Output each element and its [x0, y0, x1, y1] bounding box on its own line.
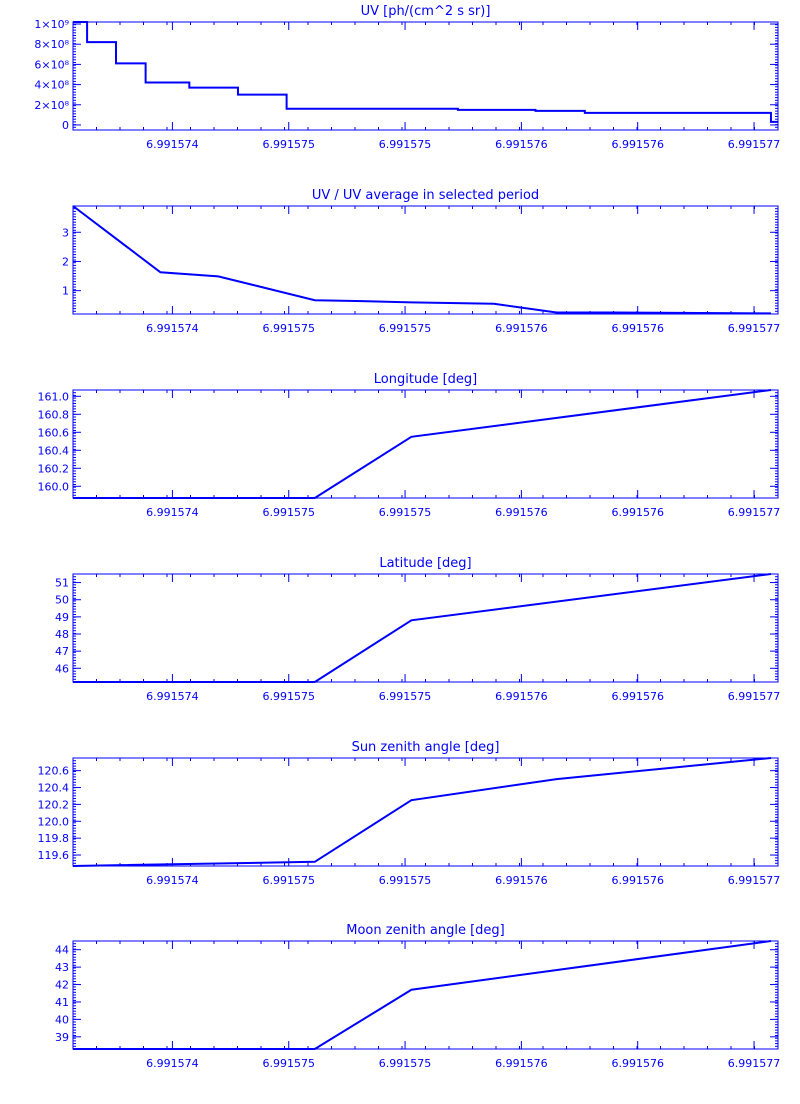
x-tick-label: 6.991576 [495, 690, 548, 703]
x-tick-label: 6.991575 [262, 322, 315, 335]
chart-title: UV / UV average in selected period [312, 188, 539, 203]
y-tick-label: 119.6 [38, 849, 70, 862]
chart-title: Moon zenith angle [deg] [346, 923, 504, 938]
y-tick-label: 2 [62, 255, 69, 268]
x-tick-label: 6.991576 [495, 874, 548, 887]
x-tick-label: 6.991575 [379, 322, 432, 335]
y-tick-label: 160.0 [38, 480, 70, 493]
x-tick-label: 6.991576 [611, 322, 664, 335]
x-tick-label: 6.991575 [379, 138, 432, 151]
x-tick-label: 6.991574 [146, 322, 199, 335]
plot-frame [72, 389, 779, 499]
y-tick-label: 120.4 [38, 782, 70, 795]
y-tick-label: 46 [55, 662, 69, 675]
y-tick-label: 47 [55, 645, 69, 658]
x-tick-label: 6.991577 [728, 1057, 781, 1070]
x-tick-label: 6.991576 [611, 690, 664, 703]
x-tick-label: 6.991577 [728, 874, 781, 887]
series-line [73, 21, 778, 123]
y-tick-label: 48 [55, 628, 69, 641]
x-tick-label: 6.991576 [611, 506, 664, 519]
x-tick-label: 6.991575 [262, 874, 315, 887]
y-tick-label: 120.0 [38, 815, 70, 828]
x-tick-label: 6.991575 [262, 690, 315, 703]
y-tick-label: 4×10⁸ [34, 79, 69, 92]
y-tick-label: 42 [55, 979, 69, 992]
y-tick-label: 50 [55, 594, 69, 607]
x-tick-label: 6.991577 [728, 506, 781, 519]
y-tick-label: 160.2 [38, 462, 70, 475]
y-tick-label: 160.4 [38, 444, 70, 457]
chart-title: UV [ph/(cm^2 s sr)] [361, 4, 491, 19]
x-tick-label: 6.991576 [495, 506, 548, 519]
x-tick-label: 6.991576 [611, 874, 664, 887]
series-line [72, 205, 771, 315]
y-tick-label: 0 [62, 119, 69, 132]
y-tick-label: 1×10⁹ [34, 18, 69, 31]
chart-title: Latitude [deg] [379, 556, 471, 571]
x-tick-label: 6.991577 [728, 322, 781, 335]
plot-frame [72, 573, 779, 683]
x-tick-label: 6.991575 [262, 138, 315, 151]
series-line [72, 757, 772, 867]
y-tick-label: 41 [55, 996, 69, 1009]
series-line [73, 940, 772, 1050]
y-tick-label: 40 [55, 1013, 69, 1026]
chart-title: Sun zenith angle [deg] [352, 740, 500, 755]
y-tick-label: 39 [55, 1031, 69, 1044]
x-tick-label: 6.991576 [611, 138, 664, 151]
y-tick-label: 43 [55, 961, 69, 974]
chart-title: Longitude [deg] [374, 372, 477, 387]
y-tick-label: 8×10⁸ [34, 38, 69, 51]
y-tick-label: 161.0 [38, 390, 70, 403]
x-tick-label: 6.991575 [379, 690, 432, 703]
series-line [73, 389, 772, 499]
x-tick-label: 6.991576 [611, 1057, 664, 1070]
x-tick-label: 6.991576 [495, 138, 548, 151]
x-tick-label: 6.991577 [728, 138, 781, 151]
x-tick-label: 6.991574 [146, 506, 199, 519]
x-tick-label: 6.991575 [379, 506, 432, 519]
y-tick-label: 160.6 [38, 426, 70, 439]
series-line [73, 573, 772, 683]
x-tick-label: 6.991577 [728, 690, 781, 703]
y-tick-label: 2×10⁸ [34, 99, 69, 112]
plot-frame [72, 940, 779, 1050]
x-tick-label: 6.991574 [146, 138, 199, 151]
x-tick-label: 6.991575 [262, 1057, 315, 1070]
x-tick-label: 6.991575 [379, 1057, 432, 1070]
y-tick-label: 44 [55, 944, 69, 957]
y-tick-label: 119.8 [38, 832, 70, 845]
x-tick-label: 6.991575 [379, 874, 432, 887]
x-tick-label: 6.991574 [146, 874, 199, 887]
y-tick-label: 160.8 [38, 408, 70, 421]
y-tick-label: 6×10⁸ [34, 58, 69, 71]
y-tick-label: 3 [62, 226, 69, 239]
y-tick-label: 51 [55, 577, 69, 590]
plot-frame [72, 205, 779, 315]
x-tick-label: 6.991576 [495, 322, 548, 335]
x-tick-label: 6.991574 [146, 690, 199, 703]
plot-frame [72, 757, 779, 867]
y-tick-label: 1 [62, 285, 69, 298]
x-tick-label: 6.991574 [146, 1057, 199, 1070]
x-tick-label: 6.991575 [262, 506, 315, 519]
y-tick-label: 49 [55, 611, 69, 624]
y-tick-label: 120.6 [38, 765, 70, 778]
y-tick-label: 120.2 [38, 798, 70, 811]
x-tick-label: 6.991576 [495, 1057, 548, 1070]
